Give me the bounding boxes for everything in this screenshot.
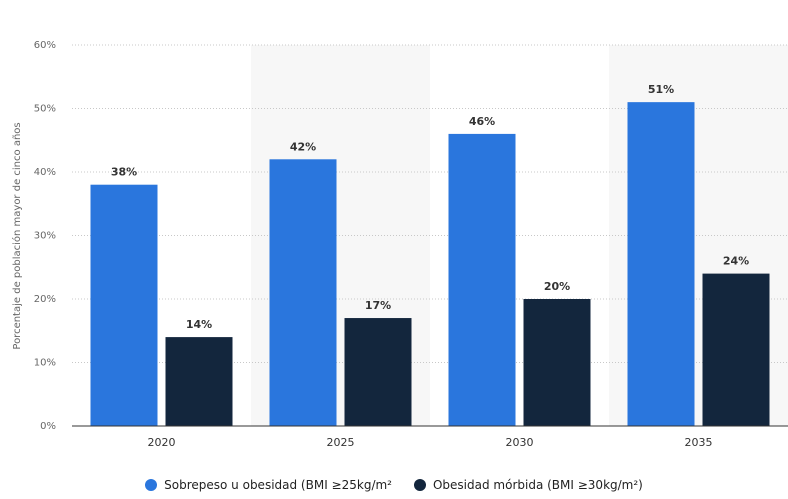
y-tick-label: 50% — [34, 104, 56, 115]
data-label: 17% — [365, 299, 391, 312]
data-label: 51% — [648, 83, 674, 96]
y-axis-ticks: 0% 10% 20% 30% 40% 50% 60% — [34, 40, 56, 432]
bar-sobrepeso-2025[interactable] — [270, 159, 337, 426]
y-tick-label: 20% — [34, 294, 56, 305]
legend-item-sobrepeso[interactable]: Sobrepeso u obesidad (BMI ≥25kg/m² — [145, 478, 392, 492]
bar-sobrepeso-2030[interactable] — [449, 134, 516, 426]
y-tick-label: 30% — [34, 231, 56, 242]
data-label: 38% — [111, 166, 137, 179]
y-axis-label: Porcentaje de población mayor de cinco a… — [11, 122, 23, 349]
legend-label-sobrepeso: Sobrepeso u obesidad (BMI ≥25kg/m² — [164, 478, 392, 492]
legend: Sobrepeso u obesidad (BMI ≥25kg/m² Obesi… — [0, 478, 788, 492]
data-label: 42% — [290, 140, 316, 153]
x-tick-label: 2035 — [685, 436, 713, 449]
x-tick-label: 2020 — [148, 436, 176, 449]
y-tick-label: 10% — [34, 358, 56, 369]
bar-obesidad-morbida-2035[interactable] — [703, 274, 770, 426]
legend-dot-sobrepeso — [145, 479, 157, 491]
x-axis-ticks: 2020 2025 2030 2035 — [148, 436, 713, 449]
bar-sobrepeso-2035[interactable] — [628, 102, 695, 426]
bar-obesidad-morbida-2020[interactable] — [166, 337, 233, 426]
y-tick-label: 60% — [34, 40, 56, 51]
x-tick-label: 2025 — [327, 436, 355, 449]
bar-obesidad-morbida-2030[interactable] — [524, 299, 591, 426]
x-tick-label: 2030 — [506, 436, 534, 449]
legend-label-obesidad-morbida: Obesidad mórbida (BMI ≥30kg/m²) — [433, 478, 643, 492]
data-label: 46% — [469, 115, 495, 128]
legend-item-obesidad-morbida[interactable]: Obesidad mórbida (BMI ≥30kg/m²) — [414, 478, 643, 492]
legend-dot-obesidad-morbida — [414, 479, 426, 491]
data-label: 14% — [186, 318, 212, 331]
data-label: 20% — [544, 280, 570, 293]
bar-obesidad-morbida-2025[interactable] — [345, 318, 412, 426]
y-tick-label: 0% — [40, 421, 56, 432]
bar-sobrepeso-2020[interactable] — [91, 185, 158, 426]
y-tick-label: 40% — [34, 167, 56, 178]
data-label: 24% — [723, 255, 749, 268]
